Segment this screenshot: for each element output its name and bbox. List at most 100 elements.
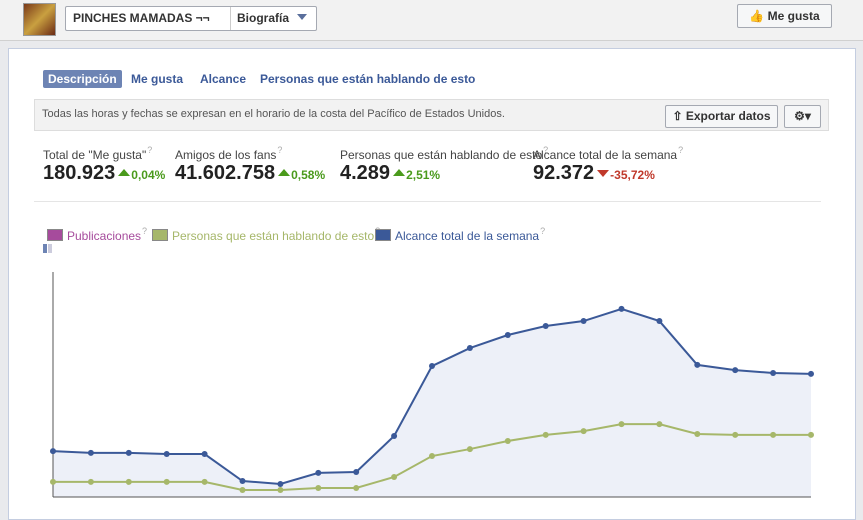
data-point — [201, 451, 208, 458]
stat-change-text: 0,58% — [291, 168, 326, 182]
help-mark: ? — [540, 226, 546, 236]
data-point — [808, 370, 814, 377]
data-point — [580, 318, 587, 325]
data-point — [315, 469, 322, 476]
data-point — [466, 446, 473, 453]
stat-value: 4.289 2,51% — [340, 162, 440, 185]
page-avatar[interactable] — [23, 3, 56, 36]
stat-change-text: 0,04% — [131, 168, 166, 182]
data-point — [770, 370, 777, 377]
trend-arrow — [393, 163, 406, 176]
legend-item[interactable]: Publicaciones? — [47, 226, 147, 243]
data-point — [429, 453, 435, 460]
legend-item[interactable]: Alcance total de la semana? — [375, 226, 545, 243]
help-mark: ? — [277, 145, 283, 155]
data-point — [353, 485, 360, 491]
data-point — [201, 478, 208, 485]
stat-value: 180.923 0,04% — [43, 162, 165, 185]
stat-number: 92.372 — [533, 162, 595, 184]
stat-value: 92.372 -35,72% — [533, 162, 655, 185]
data-point — [732, 367, 739, 374]
data-point — [87, 478, 94, 485]
stat-value: 41.602.758 0,58% — [175, 162, 325, 185]
notice-text: Todas las horas y fechas se expresan en … — [42, 108, 505, 120]
export-label: Exportar datos — [685, 109, 771, 123]
data-point — [542, 323, 549, 329]
data-point — [770, 431, 777, 438]
legend-item[interactable]: Personas que están hablando de esto? — [152, 226, 380, 243]
stat-label-text: Personas que están hablando de esto — [340, 148, 543, 162]
stat-number: 41.602.758 — [175, 162, 276, 184]
data-point — [277, 480, 284, 487]
tab[interactable]: Descripción — [43, 70, 122, 88]
page-name: PINCHES MAMADAS ¬¬ — [73, 11, 210, 25]
stat-change: 0,04% — [118, 168, 165, 182]
stat-change: 2,51% — [393, 168, 440, 182]
stat-label: Personas que están hablando de esto? — [340, 145, 548, 162]
data-point — [277, 487, 284, 494]
tab[interactable]: Me gusta — [131, 72, 184, 86]
data-point — [429, 363, 435, 370]
data-point — [239, 487, 246, 494]
stat-label-text: Amigos de los fans — [175, 148, 277, 162]
data-point — [694, 431, 701, 437]
data-point — [163, 451, 170, 458]
data-point — [694, 361, 701, 368]
stat-change-text: -35,72% — [610, 168, 655, 182]
tab[interactable]: Alcance — [200, 72, 247, 86]
legend-swatch — [47, 229, 63, 241]
data-point — [732, 431, 739, 438]
data-point — [466, 345, 473, 352]
help-mark: ? — [142, 226, 148, 236]
tab[interactable]: Personas que están hablando de esto — [260, 72, 476, 86]
like-button[interactable]: 👍 Me gusta — [737, 4, 832, 28]
settings-button[interactable]: ⚙▾ — [784, 105, 821, 128]
data-point — [656, 318, 663, 325]
zoom-handle[interactable] — [43, 244, 47, 253]
data-point — [391, 433, 398, 440]
trend-arrow — [597, 170, 610, 183]
data-point — [315, 485, 322, 491]
trend-arrow — [118, 163, 131, 176]
stat-label-text: Total de "Me gusta" — [43, 148, 147, 162]
help-mark: ? — [678, 145, 684, 155]
data-point — [504, 332, 511, 338]
data-point — [618, 305, 625, 312]
legend-swatch — [375, 229, 391, 241]
data-point — [163, 478, 170, 485]
data-point — [87, 449, 94, 456]
stat-change: -35,72% — [597, 168, 655, 182]
data-point — [125, 478, 132, 485]
zoom-handle[interactable] — [48, 244, 52, 253]
data-point — [808, 431, 814, 438]
view-dropdown[interactable]: Biografía — [230, 7, 317, 30]
legend-label: Personas que están hablando de esto — [172, 229, 375, 243]
legend-label: Publicaciones — [67, 229, 142, 243]
page-selector[interactable]: PINCHES MAMADAS ¬¬ Biografía — [65, 6, 317, 31]
stat-change-text: 2,51% — [406, 168, 441, 182]
data-point — [50, 478, 56, 485]
help-mark: ? — [147, 145, 153, 155]
data-point — [656, 421, 663, 428]
dropdown-arrow — [297, 14, 308, 25]
data-point — [391, 473, 398, 480]
data-point — [125, 449, 132, 456]
area-fill — [53, 308, 811, 497]
legend-label: Alcance total de la semana — [395, 229, 540, 243]
export-button[interactable]: ⇧ Exportar datos — [665, 105, 778, 128]
stat-change: 0,58% — [278, 168, 325, 182]
data-point — [239, 478, 246, 485]
data-point — [353, 469, 360, 476]
data-point — [542, 431, 549, 438]
data-point — [50, 448, 56, 455]
data-point — [580, 428, 587, 435]
view-label: Biografía — [237, 11, 290, 25]
stat-number: 180.923 — [43, 162, 116, 184]
like-label: Me gusta — [767, 9, 820, 23]
stat-label: Total de "Me gusta"? — [43, 145, 152, 162]
legend-swatch — [152, 229, 168, 241]
help-mark: ? — [543, 145, 549, 155]
data-point — [504, 437, 511, 444]
